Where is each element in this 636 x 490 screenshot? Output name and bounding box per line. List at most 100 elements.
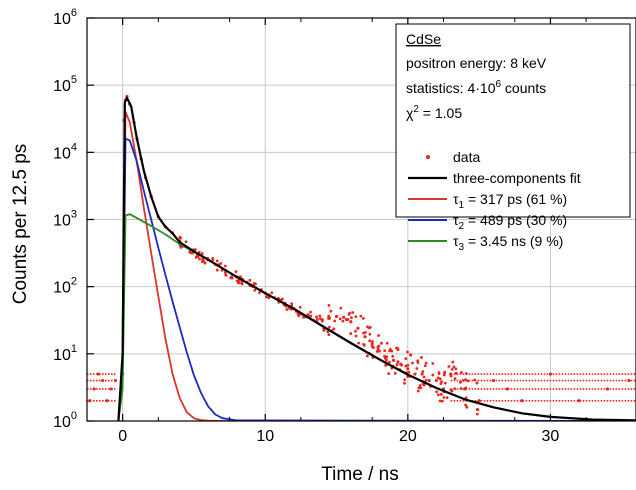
- data-point: [211, 257, 215, 260]
- data-point: [368, 339, 372, 343]
- data-point: [409, 353, 412, 356]
- data-point: [421, 370, 425, 373]
- data-point: [332, 327, 336, 331]
- series-line: [117, 96, 636, 421]
- x-tick-label: 20: [399, 428, 417, 445]
- chi-exp: 2: [413, 104, 419, 115]
- data-point: [434, 378, 438, 383]
- data-point: [193, 248, 197, 251]
- legend-energy: positron energy: 8 keV: [406, 55, 547, 71]
- data-point: [236, 281, 240, 285]
- data-point: [393, 371, 397, 375]
- legend-tau2-label: τ2 = 489 ps (30 %): [453, 212, 567, 232]
- data-point: [354, 334, 358, 338]
- data-point: [327, 333, 331, 337]
- chi-value: = 1.05: [419, 105, 462, 121]
- data-point: [436, 376, 440, 380]
- y-tick-label: 106: [53, 7, 77, 28]
- data-point: [370, 342, 374, 346]
- y-axis-title: Counts per 12.5 ps: [10, 144, 31, 305]
- data-point: [320, 319, 324, 323]
- legend-data-label: data: [453, 149, 480, 165]
- data-point: [437, 371, 441, 374]
- data-point: [354, 315, 358, 319]
- data-point: [464, 378, 468, 382]
- data-point: [431, 373, 435, 377]
- data-point: [198, 257, 201, 261]
- tau1-symbol: τ: [453, 191, 459, 207]
- data-point: [454, 371, 458, 375]
- data-point: [438, 399, 442, 403]
- tau2-sub: 2: [459, 221, 465, 232]
- data-point: [439, 393, 443, 396]
- y-tick-label: 101: [53, 343, 77, 364]
- data-point: [258, 291, 261, 295]
- data-point: [450, 367, 454, 371]
- data-point: [309, 314, 313, 318]
- data-point: [339, 306, 343, 310]
- data-point: [466, 379, 470, 383]
- y-tick-label: 102: [53, 276, 77, 297]
- data-point: [327, 317, 330, 320]
- y-tick-label: 104: [53, 141, 77, 162]
- data-point: [452, 365, 456, 369]
- data-point: [423, 364, 427, 368]
- data-point: [341, 319, 345, 323]
- data-point: [344, 318, 348, 321]
- data-point: [368, 332, 372, 336]
- data-point: [359, 314, 363, 318]
- series-lines: [117, 96, 636, 421]
- tau1-sub: 1: [459, 200, 465, 211]
- data-point: [415, 367, 419, 370]
- series-line: [117, 137, 636, 421]
- data-point: [413, 372, 417, 376]
- data-point: [464, 403, 468, 407]
- data-point: [418, 384, 422, 387]
- data-point: [420, 356, 423, 359]
- y-tick-label: 105: [53, 74, 77, 95]
- plot-area: [87, 94, 636, 421]
- data-point: [315, 315, 318, 319]
- data-point: [431, 362, 435, 365]
- data-point: [361, 317, 365, 320]
- tau2-text: = 489 ps (30 %): [464, 212, 567, 228]
- data-point: [438, 377, 442, 381]
- data-point: [443, 381, 447, 385]
- data-point: [442, 396, 446, 399]
- legend-sample-title: CdSe: [406, 31, 441, 47]
- y-tick-label: 103: [53, 209, 77, 230]
- data-point: [215, 268, 219, 272]
- data-point: [366, 325, 369, 329]
- data-point: [459, 380, 463, 384]
- tau3-text: = 3.45 ns (9 %): [464, 233, 563, 249]
- data-point: [354, 329, 357, 333]
- data-point: [443, 370, 447, 374]
- data-point: [396, 360, 400, 364]
- data-point: [424, 361, 428, 365]
- x-tick-label: 10: [256, 428, 274, 445]
- legend-fit-label: three-components fit: [453, 170, 581, 186]
- data-point: [215, 259, 219, 263]
- data-point: [464, 386, 468, 390]
- x-tick-label: 0: [118, 428, 127, 445]
- data-point: [377, 334, 381, 337]
- data-point: [363, 335, 367, 339]
- data-point: [475, 408, 479, 411]
- data-point: [329, 309, 333, 313]
- data-point: [302, 315, 305, 319]
- data-point: [357, 341, 361, 345]
- data-point: [188, 250, 192, 254]
- data-point: [327, 304, 331, 307]
- legend: CdSe positron energy: 8 keV statistics: …: [395, 23, 631, 218]
- data-point: [298, 305, 302, 309]
- data-point: [333, 319, 337, 323]
- data-point: [318, 314, 322, 318]
- data-point: [362, 331, 365, 335]
- y-axis: 100 101 102 103 104 105 106: [53, 7, 94, 431]
- data-point: [403, 378, 407, 382]
- tau3-symbol: τ: [453, 233, 459, 249]
- data-point: [350, 316, 353, 320]
- data-point: [461, 378, 465, 382]
- legend-chi-squared: χ2 = 1.05: [406, 104, 462, 121]
